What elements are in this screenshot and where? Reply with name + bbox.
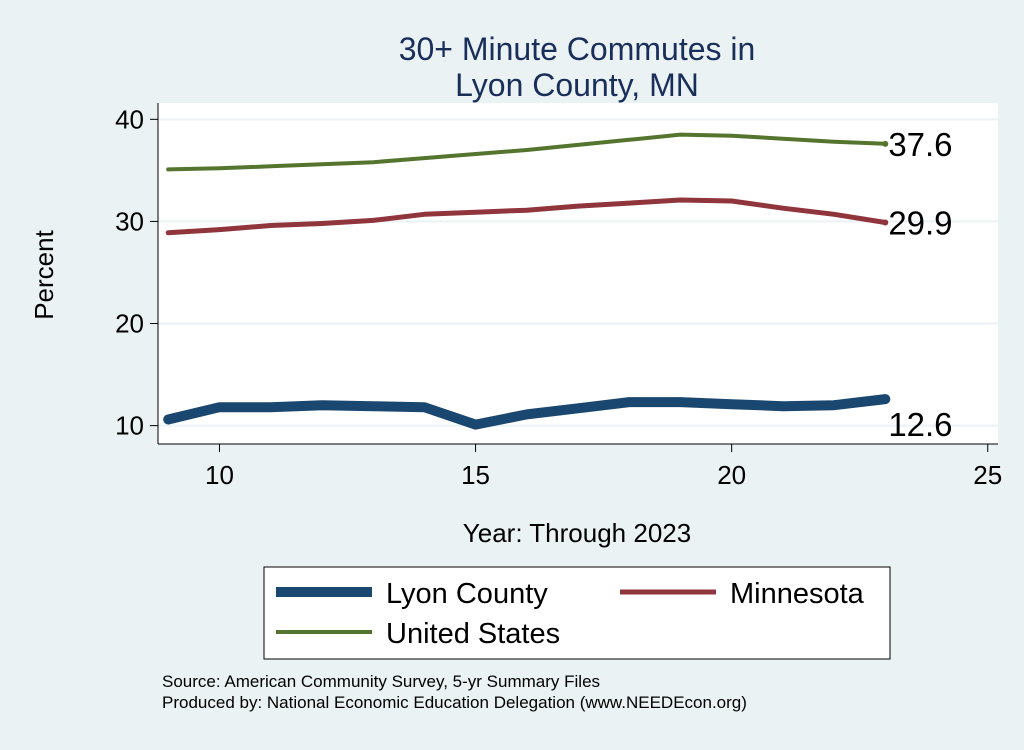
plot-area: [158, 103, 998, 444]
legend-label-united-states: United States: [386, 618, 560, 650]
legend-box: [263, 566, 891, 660]
y-axis-title: Percent: [29, 229, 59, 319]
series-end-marker-minnesota: [882, 219, 889, 226]
x-tick-label-15: 15: [461, 460, 490, 490]
series-line-minnesota: [165, 197, 888, 236]
end-label-united-states: 37.6: [888, 126, 952, 163]
source-note: Source: American Community Survey, 5-yr …: [162, 672, 600, 691]
produced-by-note: Produced by: National Economic Education…: [162, 693, 747, 712]
end-label-minnesota: 29.9: [888, 204, 952, 241]
legend-label-lyon-county: Lyon County: [386, 578, 548, 610]
legend-label-minnesota: Minnesota: [730, 578, 865, 610]
series-end-marker-lyon-county: [882, 396, 889, 403]
x-tick-label-20: 20: [717, 460, 746, 490]
end-label-lyon-county: 12.6: [888, 406, 952, 443]
y-tick-label-30: 30: [115, 206, 144, 236]
axis-layer: 10 20 30 40 10 15 20 25: [115, 103, 1002, 490]
series-end-marker-united-states: [882, 140, 889, 147]
y-tick-label-10: 10: [115, 411, 144, 441]
series-layer: [163, 132, 891, 430]
grid-layer: [158, 118, 998, 427]
chart-title-line-1: 30+ Minute Commutes in: [399, 31, 756, 67]
y-tick-label-20: 20: [115, 309, 144, 339]
x-axis-title: Year: Through 2023: [463, 518, 691, 548]
x-tick-label-25: 25: [973, 460, 1002, 490]
y-tick-label-40: 40: [115, 104, 144, 134]
series-line-lyon-county: [163, 394, 891, 430]
legend: Lyon County Minnesota United States: [263, 566, 891, 660]
series-line-united-states: [166, 132, 888, 172]
x-tick-label-10: 10: [205, 460, 234, 490]
end-label-layer: 37.6 29.9 12.6: [888, 126, 952, 443]
chart-title-line-2: Lyon County, MN: [455, 67, 699, 103]
